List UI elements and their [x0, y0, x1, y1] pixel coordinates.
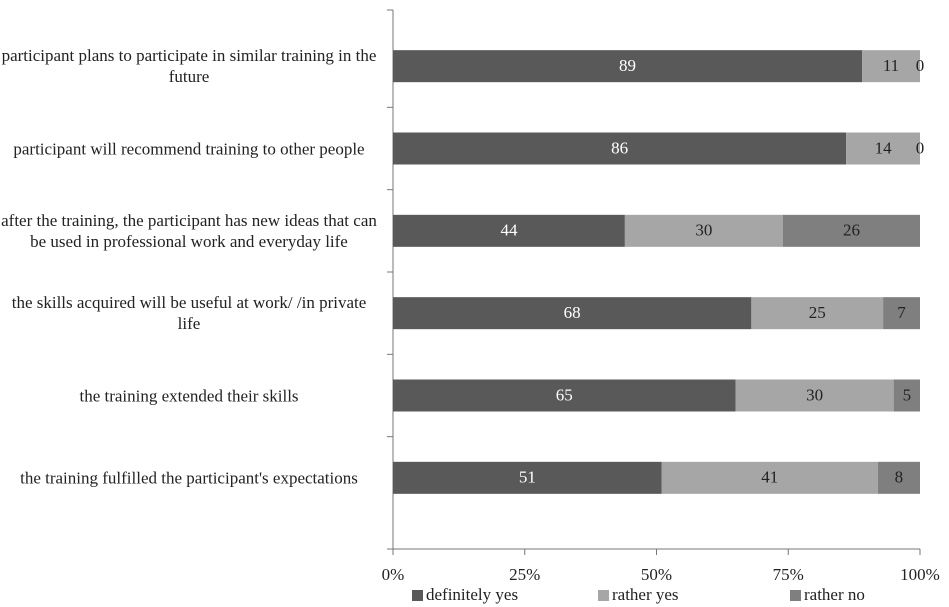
data-label: 26	[843, 221, 860, 240]
data-label: 30	[695, 221, 712, 240]
bar-segment	[735, 379, 894, 412]
data-label: 30	[806, 385, 823, 404]
bar-segment	[393, 214, 625, 247]
bar-segment	[877, 461, 920, 494]
data-label: 86	[611, 138, 628, 157]
data-label: 41	[761, 468, 778, 487]
data-label: 11	[883, 56, 899, 75]
legend-label: rather yes	[612, 585, 679, 604]
category-label: the training extended their skills	[79, 386, 299, 405]
category-label: the skills acquired will be useful at wo…	[11, 293, 367, 334]
bar-segment	[624, 214, 783, 247]
data-label: 51	[519, 468, 536, 487]
category-label: the training fulfilled the participant's…	[20, 468, 358, 488]
bar-segment	[661, 461, 878, 494]
category-label: participant will recommend training to o…	[13, 139, 365, 158]
bar-segment	[893, 379, 920, 412]
x-tick-label: 75%	[773, 565, 804, 584]
bar-segment	[862, 50, 920, 83]
legend-swatch	[412, 590, 423, 601]
data-label: 89	[619, 56, 636, 75]
data-label: 8	[895, 468, 904, 487]
x-tick-label: 50%	[641, 565, 672, 584]
bar-segment	[751, 297, 884, 330]
x-tick-label: 25%	[509, 565, 540, 584]
bar-segment	[393, 379, 736, 412]
category-label: participant plans to participate in simi…	[1, 46, 377, 87]
x-tick-label: 0%	[382, 565, 405, 584]
data-label: 68	[564, 303, 581, 322]
legend-label: rather no	[804, 585, 865, 604]
data-label: 14	[875, 138, 893, 157]
data-label: 65	[556, 385, 573, 404]
bar-segment	[883, 297, 920, 330]
bar-segment	[393, 132, 847, 165]
bar-segment	[393, 461, 662, 494]
bar-segment	[393, 297, 752, 330]
legend-swatch	[598, 590, 609, 601]
legend-swatch	[790, 590, 801, 601]
data-label: 7	[897, 303, 906, 322]
category-label: after the training, the participant has …	[1, 210, 377, 251]
bar-segment	[782, 214, 920, 247]
bar-segment	[846, 132, 920, 165]
data-label: 0	[916, 138, 925, 157]
data-label: 44	[500, 221, 518, 240]
data-label: 5	[903, 385, 912, 404]
legend-label: definitely yes	[426, 585, 518, 604]
x-tick-label: 100%	[900, 565, 940, 584]
data-label: 0	[916, 56, 925, 75]
data-label: 25	[809, 303, 826, 322]
bar-segment	[393, 50, 863, 83]
